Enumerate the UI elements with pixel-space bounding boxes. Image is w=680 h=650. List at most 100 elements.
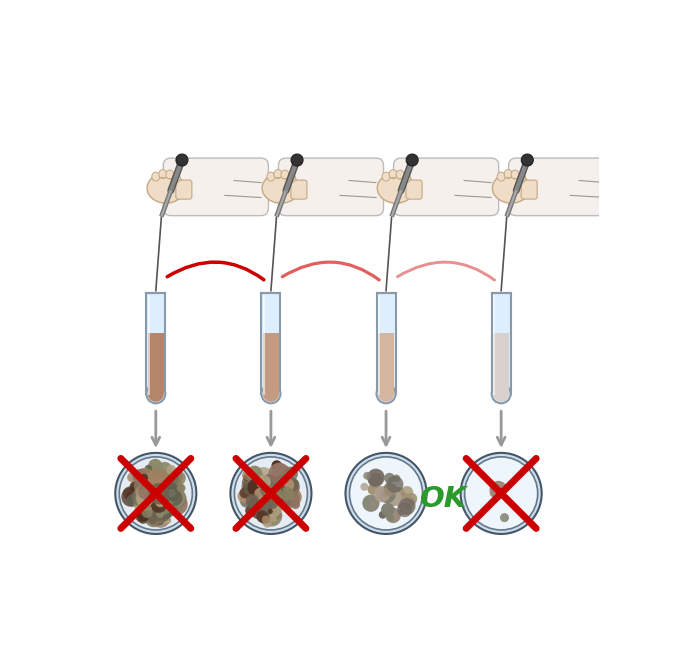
Circle shape xyxy=(147,513,155,521)
Circle shape xyxy=(147,487,161,501)
Circle shape xyxy=(376,486,384,493)
FancyBboxPatch shape xyxy=(163,158,269,216)
Circle shape xyxy=(144,504,156,515)
Circle shape xyxy=(141,491,147,496)
Circle shape xyxy=(141,480,157,497)
Circle shape xyxy=(380,486,388,495)
Circle shape xyxy=(460,453,542,534)
Circle shape xyxy=(376,491,381,496)
Circle shape xyxy=(150,482,165,497)
Circle shape xyxy=(271,488,292,509)
Circle shape xyxy=(145,465,152,472)
Circle shape xyxy=(262,484,280,502)
Ellipse shape xyxy=(382,172,390,181)
Circle shape xyxy=(262,504,272,514)
Circle shape xyxy=(260,480,282,502)
Circle shape xyxy=(255,478,267,489)
Circle shape xyxy=(121,487,141,507)
Circle shape xyxy=(162,501,177,517)
Circle shape xyxy=(248,486,266,505)
Circle shape xyxy=(262,502,269,508)
Circle shape xyxy=(163,490,170,497)
Circle shape xyxy=(148,502,169,523)
Circle shape xyxy=(271,487,288,504)
Circle shape xyxy=(155,502,172,519)
Circle shape xyxy=(167,489,176,497)
Circle shape xyxy=(262,484,280,502)
Circle shape xyxy=(255,498,266,509)
Circle shape xyxy=(151,501,157,508)
Circle shape xyxy=(167,489,186,508)
Circle shape xyxy=(267,497,276,506)
Ellipse shape xyxy=(403,174,411,183)
Circle shape xyxy=(254,488,266,500)
Circle shape xyxy=(260,478,281,499)
Circle shape xyxy=(248,497,263,512)
Circle shape xyxy=(148,465,153,470)
Circle shape xyxy=(146,503,165,523)
Circle shape xyxy=(278,476,300,497)
Circle shape xyxy=(148,486,160,497)
Circle shape xyxy=(119,457,192,530)
Circle shape xyxy=(134,486,151,503)
Circle shape xyxy=(150,488,160,498)
Circle shape xyxy=(141,495,154,508)
Circle shape xyxy=(255,495,266,506)
Circle shape xyxy=(126,492,133,499)
Circle shape xyxy=(171,471,186,486)
Circle shape xyxy=(265,493,271,499)
Circle shape xyxy=(156,484,168,495)
Circle shape xyxy=(155,469,166,480)
Circle shape xyxy=(253,486,264,497)
Circle shape xyxy=(154,482,169,498)
Circle shape xyxy=(160,482,169,490)
Circle shape xyxy=(142,472,160,490)
Circle shape xyxy=(151,487,171,506)
Circle shape xyxy=(157,519,163,525)
Circle shape xyxy=(167,485,175,493)
Circle shape xyxy=(170,493,177,500)
Circle shape xyxy=(386,476,403,493)
Ellipse shape xyxy=(492,384,511,403)
Circle shape xyxy=(137,506,152,521)
Circle shape xyxy=(150,475,163,489)
Circle shape xyxy=(145,489,154,498)
Circle shape xyxy=(131,480,147,497)
FancyBboxPatch shape xyxy=(377,293,396,394)
Circle shape xyxy=(167,494,188,515)
Circle shape xyxy=(148,487,165,504)
Circle shape xyxy=(265,496,278,509)
Circle shape xyxy=(160,485,177,502)
Circle shape xyxy=(374,486,390,502)
Circle shape xyxy=(133,469,148,484)
FancyBboxPatch shape xyxy=(493,333,509,394)
Circle shape xyxy=(265,485,278,498)
Circle shape xyxy=(237,490,250,503)
Circle shape xyxy=(166,465,176,475)
FancyBboxPatch shape xyxy=(291,180,307,199)
Circle shape xyxy=(248,478,266,497)
FancyBboxPatch shape xyxy=(176,180,192,199)
Circle shape xyxy=(148,489,165,506)
Circle shape xyxy=(258,508,275,525)
Circle shape xyxy=(162,473,177,488)
Circle shape xyxy=(245,490,265,509)
Circle shape xyxy=(149,517,156,525)
Circle shape xyxy=(126,494,139,506)
Circle shape xyxy=(135,485,150,499)
Circle shape xyxy=(271,497,277,504)
Circle shape xyxy=(268,485,283,499)
Circle shape xyxy=(259,488,271,500)
Circle shape xyxy=(367,469,385,486)
Circle shape xyxy=(150,482,156,489)
Circle shape xyxy=(151,499,158,507)
Circle shape xyxy=(263,476,269,483)
Circle shape xyxy=(150,487,169,506)
Circle shape xyxy=(149,480,164,495)
Circle shape xyxy=(129,481,142,493)
Circle shape xyxy=(147,469,169,491)
Circle shape xyxy=(131,487,151,508)
FancyBboxPatch shape xyxy=(394,158,498,216)
Circle shape xyxy=(138,480,156,499)
Circle shape xyxy=(150,486,158,495)
